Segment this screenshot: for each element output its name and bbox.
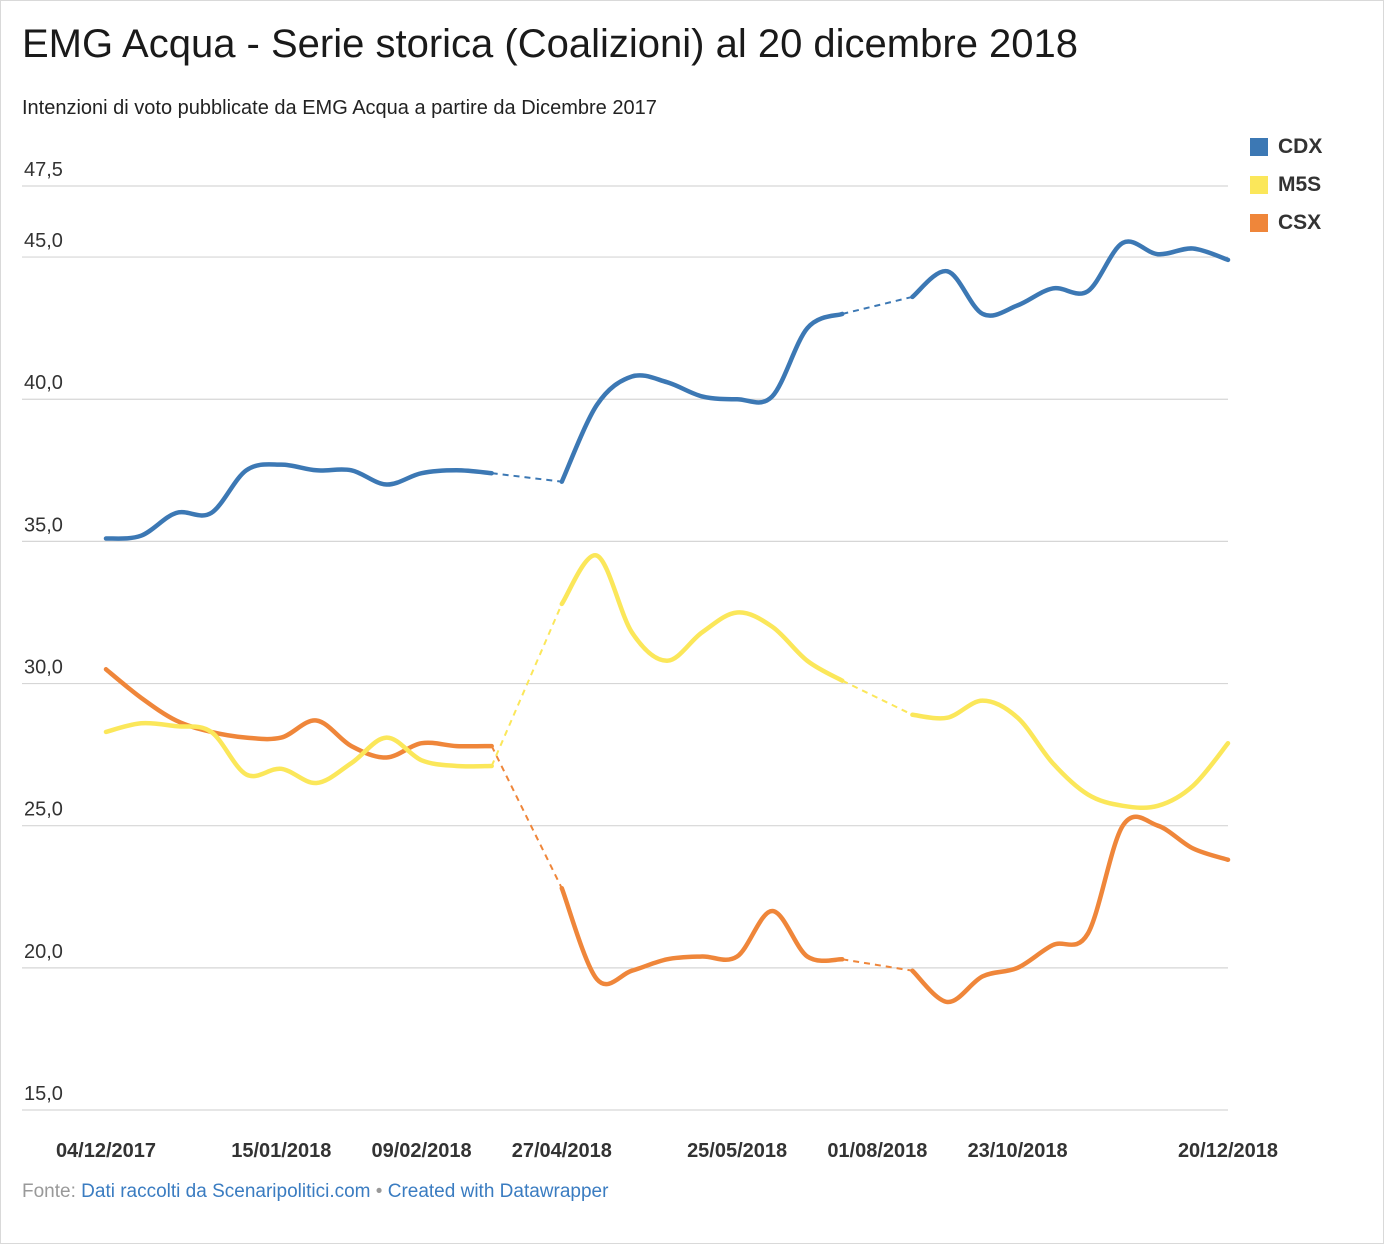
y-tick-label: 45,0 [24,230,63,252]
x-tick-label: 01/08/2018 [827,1140,927,1162]
y-tick-label: 15,0 [24,1083,63,1105]
y-tick-label: 25,0 [24,799,63,821]
legend-item-cdx: CDX [1250,128,1322,166]
series-line-m5s [103,720,494,786]
legend-label-csx: CSX [1278,211,1322,234]
series-line-m5s [559,553,845,683]
legend-swatch-m5s [1250,176,1268,194]
x-tick-label: 04/12/2017 [56,1140,156,1162]
footer: Fonte: Dati raccolti da Scenaripolitici.… [22,1181,608,1203]
series-gap-m5s [841,679,913,716]
x-tick-label: 23/10/2018 [968,1140,1068,1162]
series-gap-cdx [491,472,562,483]
legend-swatch-cdx [1250,138,1268,156]
y-tick-label: 30,0 [24,657,63,679]
x-tick-label: 27/04/2018 [512,1140,612,1162]
x-tick-label: 09/02/2018 [372,1140,472,1162]
legend-item-m5s: M5S [1250,166,1322,204]
series-line-csx [103,667,494,760]
footer-separator: • [375,1181,383,1202]
source-prefix: Fonte: [22,1181,76,1202]
x-tick-label: 15/01/2018 [231,1140,331,1162]
series-line-cdx [559,311,845,484]
datawrapper-credit-link[interactable]: Created with Datawrapper [387,1181,609,1202]
y-tick-label: 35,0 [24,514,63,536]
chart-subtitle: Intenzioni di voto pubblicate da EMG Acq… [22,97,657,119]
source-link[interactable]: Dati raccolti da Scenaripolitici.com [81,1181,371,1202]
series-gap-csx [490,745,563,889]
series-gap-csx [842,958,913,972]
series-gap-m5s [490,603,563,767]
series-line-m5s [910,698,1231,811]
chart-title: EMG Acqua - Serie storica (Coalizioni) a… [22,22,1079,66]
legend-item-csx: CSX [1250,204,1322,242]
series-gap-cdx [842,295,913,315]
series-line-csx [559,885,845,987]
series-line-cdx [910,239,1231,318]
y-tick-label: 20,0 [24,941,63,963]
legend-label-m5s: M5S [1278,173,1322,196]
x-tick-label: 20/12/2018 [1178,1140,1278,1162]
y-tick-label: 40,0 [24,372,63,394]
y-tick-label: 47,5 [24,159,63,181]
legend-swatch-csx [1250,214,1268,232]
series-line-cdx [103,462,494,541]
series-line-csx [910,814,1231,1005]
legend-label-cdx: CDX [1278,135,1323,158]
x-tick-label: 25/05/2018 [687,1140,787,1162]
legend: CDX M5S CSX [1250,128,1322,242]
